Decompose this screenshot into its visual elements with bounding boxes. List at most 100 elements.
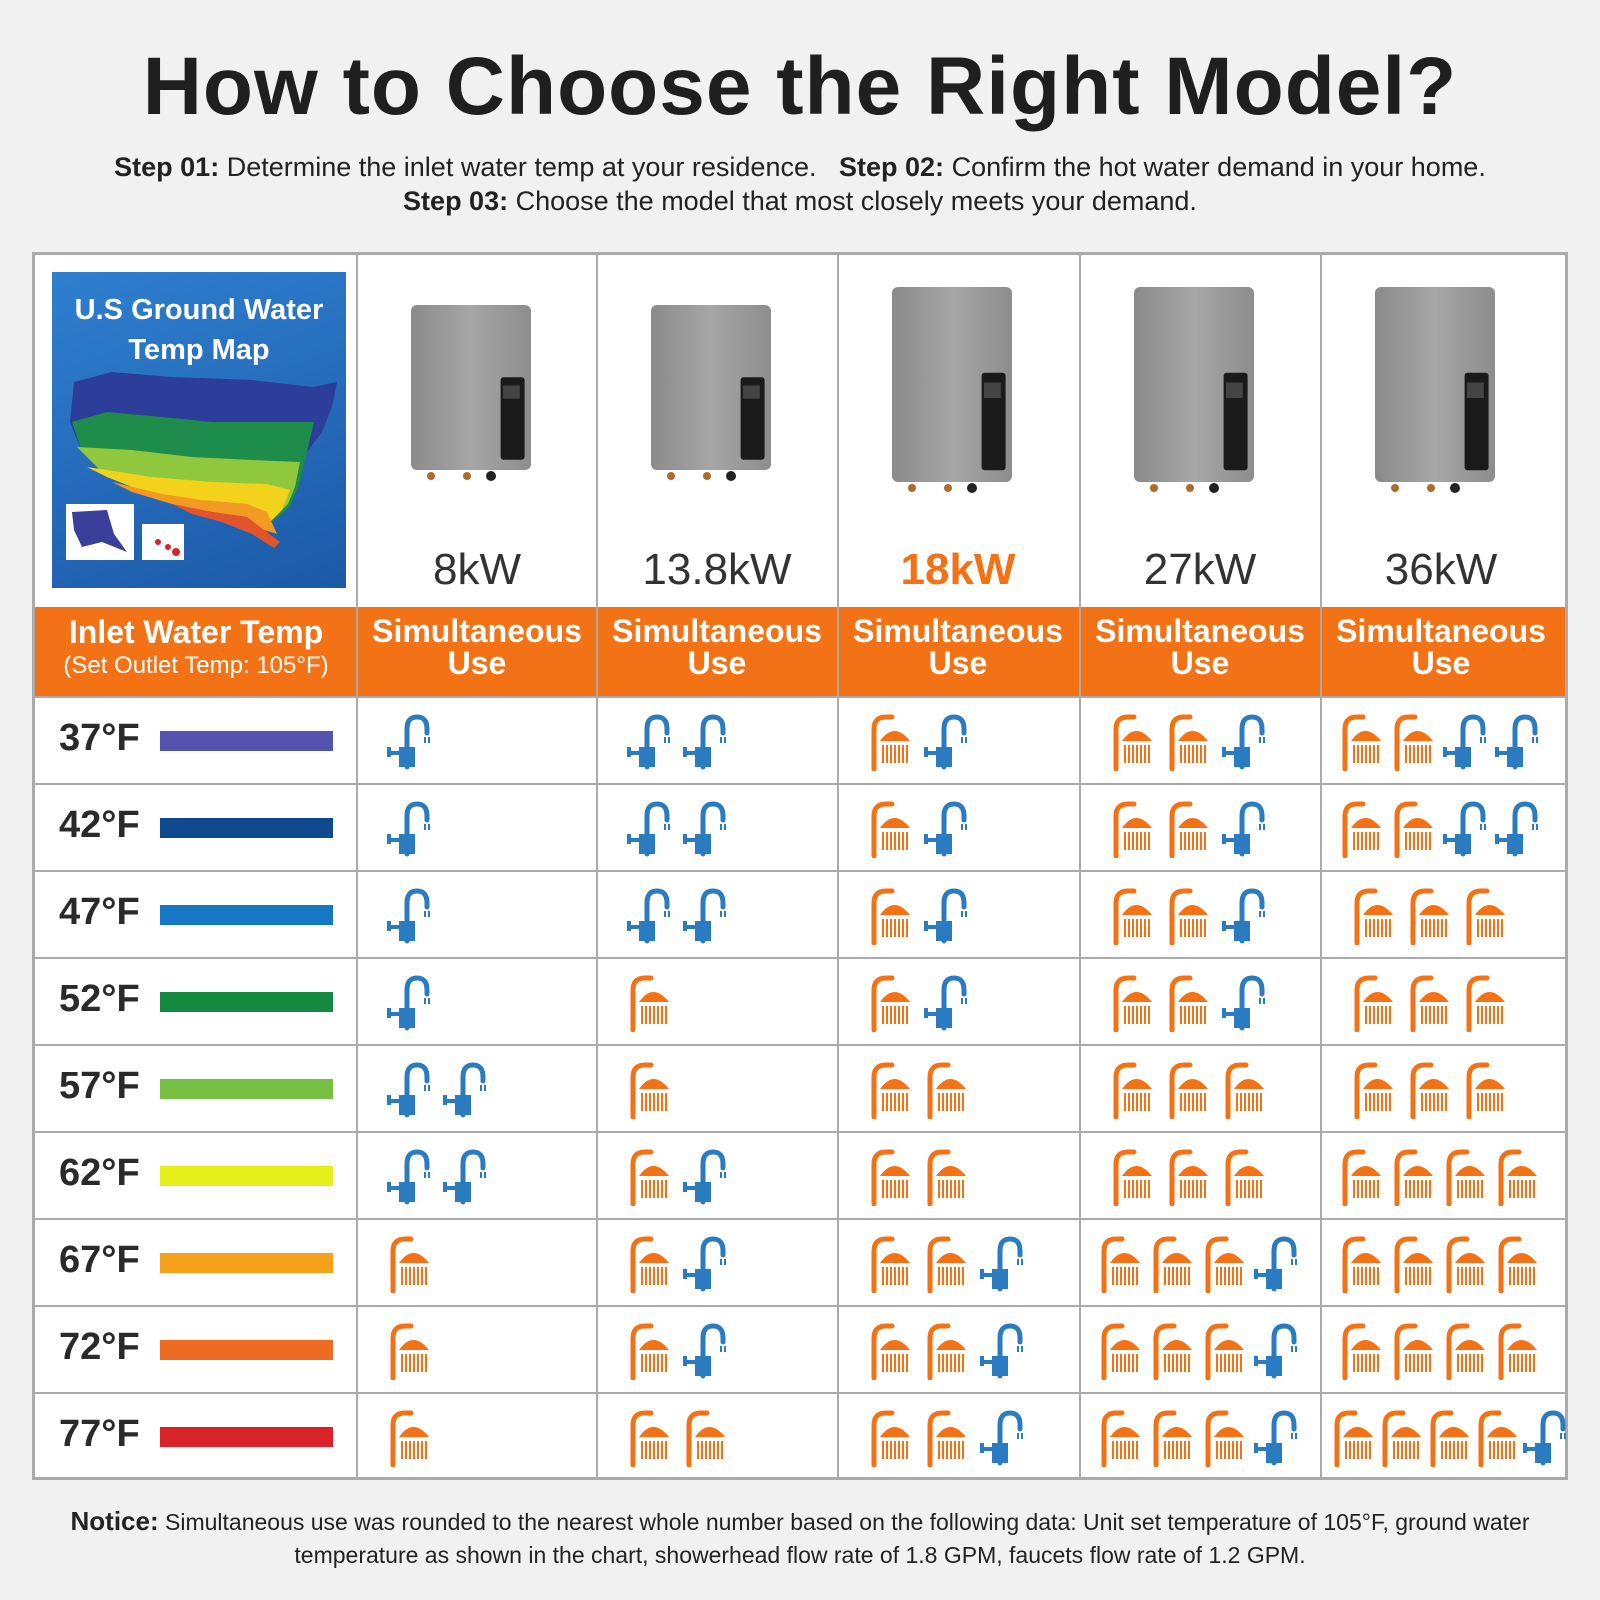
model-label: 8kW bbox=[433, 545, 521, 594]
simultaneous-use-header: Simultaneous Use bbox=[838, 615, 1078, 679]
inlet-temp-value: 52°F bbox=[59, 978, 140, 1020]
shower-icon bbox=[922, 1233, 968, 1293]
row-divider bbox=[35, 1131, 1565, 1133]
sim-header-line1: Simultaneous bbox=[372, 613, 582, 649]
temp-color-bar bbox=[160, 992, 333, 1012]
shower-icon bbox=[866, 1233, 912, 1293]
row-divider bbox=[35, 870, 1565, 872]
model-selection-table: U.S Ground Water Temp Map Inlet Water Te… bbox=[32, 252, 1568, 1480]
shower-icon bbox=[1441, 1233, 1487, 1293]
faucet-icon bbox=[978, 1320, 1024, 1380]
faucet-icon bbox=[1220, 798, 1266, 858]
shower-icon bbox=[1164, 885, 1210, 945]
steps-line-2: Step 03: Choose the model that most clos… bbox=[0, 184, 1600, 218]
shower-icon bbox=[1164, 798, 1210, 858]
shower-icon bbox=[1441, 1146, 1487, 1206]
row-divider bbox=[35, 957, 1565, 959]
shower-icon bbox=[1461, 885, 1507, 945]
shower-icon bbox=[1337, 1320, 1383, 1380]
faucet-icon bbox=[681, 1146, 727, 1206]
inlet-temp-row: 57°F bbox=[35, 1045, 357, 1132]
notice-text: Notice: Simultaneous use was rounded to … bbox=[40, 1505, 1560, 1572]
water-heater-image bbox=[407, 303, 537, 489]
sim-header-line1: Simultaneous bbox=[853, 613, 1063, 649]
simultaneous-use-cell bbox=[1321, 1219, 1565, 1306]
faucet-icon bbox=[385, 972, 431, 1032]
inlet-temp-value: 72°F bbox=[59, 1326, 140, 1368]
simultaneous-use-cell bbox=[1080, 697, 1321, 784]
simultaneous-use-cell bbox=[1321, 1306, 1565, 1393]
inlet-temp-row: 67°F bbox=[35, 1219, 357, 1306]
shower-icon bbox=[1389, 1233, 1435, 1293]
row-divider bbox=[35, 1305, 1565, 1307]
faucet-icon bbox=[1220, 885, 1266, 945]
row-divider bbox=[35, 1218, 1565, 1220]
inlet-temp-value: 37°F bbox=[59, 717, 140, 759]
shower-icon bbox=[1108, 1059, 1154, 1119]
map-title-line1: U.S Ground Water bbox=[74, 294, 324, 326]
faucet-icon bbox=[385, 798, 431, 858]
simultaneous-use-cell bbox=[1321, 1393, 1567, 1480]
shower-icon bbox=[1461, 972, 1507, 1032]
simultaneous-use-cell bbox=[597, 784, 838, 871]
inlet-temp-header: Inlet Water Temp (Set Outlet Temp: 105°F… bbox=[35, 615, 357, 683]
shower-icon bbox=[1461, 1059, 1507, 1119]
simultaneous-use-cell bbox=[1080, 1306, 1321, 1393]
shower-icon bbox=[866, 1059, 912, 1119]
simultaneous-use-header: Simultaneous Use bbox=[1321, 615, 1561, 679]
shower-icon bbox=[1389, 1146, 1435, 1206]
simultaneous-use-cell bbox=[838, 1393, 1080, 1480]
shower-icon bbox=[1148, 1407, 1194, 1467]
inlet-temp-row: 77°F bbox=[35, 1393, 357, 1480]
shower-icon bbox=[625, 972, 671, 1032]
faucet-icon bbox=[625, 798, 671, 858]
faucet-icon bbox=[1252, 1233, 1298, 1293]
header-band bbox=[35, 607, 1565, 697]
water-heater-image bbox=[888, 285, 1018, 501]
shower-icon bbox=[1220, 1146, 1266, 1206]
shower-icon bbox=[1389, 711, 1435, 771]
faucet-icon bbox=[1493, 798, 1539, 858]
faucet-icon bbox=[681, 711, 727, 771]
shower-icon bbox=[1096, 1407, 1142, 1467]
model-label: 36kW bbox=[1384, 545, 1498, 594]
faucet-icon bbox=[681, 1233, 727, 1293]
shower-icon bbox=[1096, 1233, 1142, 1293]
page-title: How to Choose the Right Model? bbox=[142, 41, 1458, 132]
simultaneous-use-cell bbox=[1080, 784, 1321, 871]
shower-icon bbox=[1200, 1407, 1246, 1467]
simultaneous-use-cell bbox=[1080, 1219, 1321, 1306]
temp-color-bar bbox=[160, 1166, 333, 1186]
model-label: 13.8kW bbox=[642, 545, 792, 594]
step2-label: Step 02: bbox=[839, 152, 945, 182]
shower-icon bbox=[866, 885, 912, 945]
shower-icon bbox=[866, 798, 912, 858]
ground-water-temp-map: U.S Ground Water Temp Map bbox=[52, 272, 346, 588]
temp-color-bar bbox=[160, 731, 333, 751]
inlet-temp-value: 47°F bbox=[59, 891, 140, 933]
faucet-icon bbox=[385, 711, 431, 771]
faucet-icon bbox=[1521, 1407, 1567, 1467]
sim-header-line2: Use bbox=[1411, 645, 1471, 681]
temp-color-bar bbox=[160, 1079, 333, 1099]
faucet-icon bbox=[385, 1059, 431, 1119]
water-heater-image bbox=[1371, 285, 1501, 501]
simultaneous-use-cell bbox=[357, 1306, 597, 1393]
faucet-icon bbox=[625, 885, 671, 945]
shower-icon bbox=[1148, 1233, 1194, 1293]
sim-header-line2: Use bbox=[1170, 645, 1230, 681]
simultaneous-use-cell bbox=[597, 1306, 838, 1393]
simultaneous-use-cell bbox=[597, 1219, 838, 1306]
shower-icon bbox=[625, 1233, 671, 1293]
simultaneous-use-cell bbox=[1321, 1045, 1565, 1132]
simultaneous-use-cell bbox=[357, 871, 597, 958]
faucet-icon bbox=[625, 711, 671, 771]
simultaneous-use-cell bbox=[357, 784, 597, 871]
faucet-icon bbox=[1441, 711, 1487, 771]
shower-icon bbox=[1493, 1233, 1539, 1293]
map-title: U.S Ground Water Temp Map bbox=[52, 290, 346, 370]
shower-icon bbox=[1164, 972, 1210, 1032]
shower-icon bbox=[1377, 1407, 1423, 1467]
faucet-icon bbox=[922, 972, 968, 1032]
shower-icon bbox=[1405, 972, 1451, 1032]
